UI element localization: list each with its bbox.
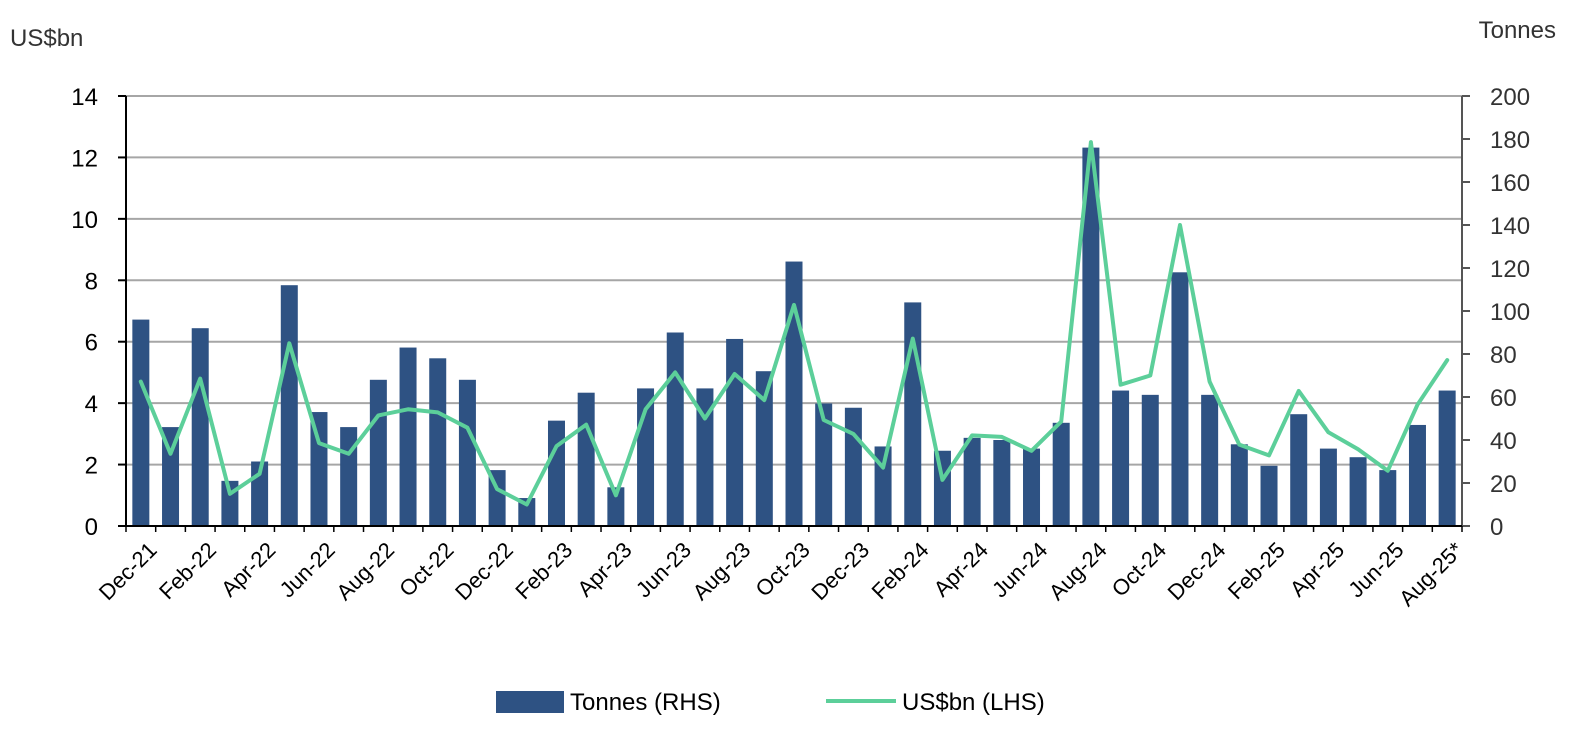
right-tick-label: 200 [1490, 84, 1530, 111]
bar-tonnes [1408, 424, 1426, 526]
left-tick-label: 12 [71, 145, 98, 172]
bar-tonnes [1438, 390, 1456, 526]
x-tick-label: Apr-23 [572, 537, 636, 601]
line-series-usbn [138, 140, 1450, 507]
bar-tonnes [696, 388, 714, 526]
bar-tonnes [1082, 147, 1100, 526]
bar-tonnes [1260, 465, 1278, 526]
right-axis-ticks: 0 20 40 60 80 100 120 140 160 180 200 [1462, 84, 1530, 541]
x-tick-label: Aug-24 [1044, 537, 1112, 605]
bar-tonnes [666, 332, 684, 526]
x-tick-label: Feb-24 [867, 537, 934, 604]
legend-label-usbn: US$bn (LHS) [902, 689, 1045, 716]
right-axis-label: Tonnes [1479, 17, 1556, 44]
bar-tonnes [933, 450, 951, 526]
left-tick-label: 6 [85, 330, 98, 357]
bar-tonnes [429, 358, 447, 526]
bar-tonnes [844, 407, 862, 526]
bar-tonnes [1141, 394, 1159, 526]
left-tick-label: 10 [71, 207, 98, 234]
x-tick-label: Dec-24 [1163, 537, 1231, 605]
right-tick-label: 140 [1490, 213, 1530, 240]
right-tick-label: 40 [1490, 428, 1517, 455]
right-tick-label: 20 [1490, 471, 1517, 498]
bar-tonnes [369, 379, 387, 526]
bar-tonnes [993, 440, 1011, 526]
right-tick-label: 100 [1490, 299, 1530, 326]
bar-tonnes [1112, 390, 1130, 526]
x-tick-label: Aug-23 [688, 537, 756, 605]
x-tick-label: Jun-23 [631, 537, 696, 602]
bar-tonnes [1171, 272, 1189, 526]
x-tick-label: Feb-22 [154, 537, 221, 604]
x-tick-label: Jun-22 [275, 537, 340, 602]
x-tick-label: Apr-22 [216, 537, 280, 601]
bar-tonnes [607, 487, 625, 526]
right-tick-label: 0 [1490, 514, 1503, 541]
bar-tonnes [1290, 414, 1308, 526]
left-axis-ticks: 0 2 4 6 8 10 12 14 [71, 84, 126, 541]
x-tick-label: Dec-23 [806, 537, 874, 605]
bar-tonnes [815, 403, 833, 526]
x-tick-label: Jun-24 [987, 537, 1052, 602]
bar-tonnes [518, 498, 536, 526]
bar-tonnes [874, 446, 892, 526]
bar-tonnes [1349, 457, 1367, 526]
bar-tonnes [1230, 444, 1248, 526]
left-tick-label: 4 [85, 391, 98, 418]
x-tick-label: Oct-22 [394, 537, 458, 601]
bar-tonnes [1023, 448, 1041, 526]
bar-tonnes [340, 427, 358, 526]
bar-tonnes [1319, 448, 1337, 526]
bar-tonnes [191, 328, 209, 526]
x-tick-label: Aug-22 [331, 537, 399, 605]
right-tick-label: 160 [1490, 170, 1530, 197]
bar-tonnes [547, 420, 565, 526]
x-tick-label: Dec-22 [450, 537, 518, 605]
left-tick-label: 2 [85, 453, 98, 480]
bar-tonnes [1052, 422, 1070, 526]
right-tick-label: 80 [1490, 342, 1517, 369]
legend-swatch-tonnes [496, 691, 564, 713]
right-tick-label: 60 [1490, 385, 1517, 412]
bar-tonnes [1201, 394, 1219, 526]
x-tick-label: Dec-21 [94, 537, 162, 605]
bar-tonnes [904, 302, 922, 526]
x-tick-label: Aug-25* [1394, 537, 1468, 611]
left-axis-label: US$bn [10, 25, 83, 52]
bar-tonnes [280, 285, 298, 526]
left-tick-label: 0 [85, 514, 98, 541]
bar-tonnes [1379, 470, 1397, 526]
left-tick-label: 8 [85, 268, 98, 295]
x-tick-label: Apr-24 [929, 537, 993, 601]
bar-tonnes [963, 437, 981, 526]
right-tick-label: 120 [1490, 256, 1530, 283]
bar-tonnes [132, 319, 150, 526]
x-tick-label: Oct-24 [1107, 537, 1171, 601]
bar-tonnes [458, 379, 476, 526]
bar-tonnes [785, 261, 803, 526]
line-usbn [138, 140, 1450, 507]
right-tick-label: 180 [1490, 127, 1530, 154]
bar-tonnes [399, 347, 417, 526]
legend-label-tonnes: Tonnes (RHS) [570, 689, 721, 716]
x-axis-ticks: Dec-21Feb-22Apr-22Jun-22Aug-22Oct-22Dec-… [94, 526, 1468, 611]
x-tick-label: Feb-23 [510, 537, 577, 604]
bar-tonnes [755, 371, 773, 526]
x-tick-label: Oct-23 [750, 537, 814, 601]
bar-tonnes [726, 338, 744, 526]
legend: Tonnes (RHS) US$bn (LHS) [496, 689, 1045, 716]
x-tick-label: Feb-25 [1223, 537, 1290, 604]
bar-tonnes [577, 392, 595, 526]
left-tick-label: 14 [71, 84, 98, 111]
bar-tonnes [162, 427, 180, 526]
bar-tonnes [310, 412, 328, 526]
x-tick-label: Apr-25 [1285, 537, 1349, 601]
bar-series-tonnes [132, 147, 1456, 526]
